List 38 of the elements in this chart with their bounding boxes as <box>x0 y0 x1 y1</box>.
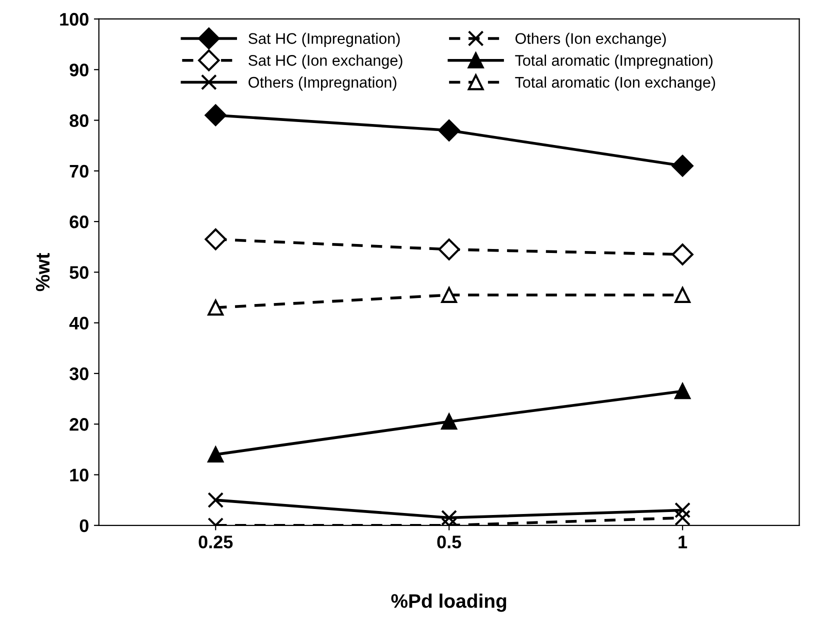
point <box>208 300 224 316</box>
y-tick-label: 40 <box>69 316 88 330</box>
point <box>674 286 691 303</box>
x-axis-title: %Pd loading <box>391 594 506 612</box>
legend-label: Others (Ion exchange) <box>515 32 666 47</box>
y-tick-label: 0 <box>80 519 88 532</box>
y-tick-label: 70 <box>70 164 88 178</box>
y-axis-title: %wt <box>36 252 50 292</box>
y-tick-label: 90 <box>70 64 88 76</box>
point <box>204 104 226 126</box>
point <box>204 228 226 250</box>
y-tick-label: 60 <box>70 215 88 228</box>
x-tick-label: 1 <box>678 536 688 548</box>
y-tick-label: 80 <box>70 114 88 127</box>
x-tick-label: 0.25 <box>198 536 233 548</box>
point <box>441 510 458 526</box>
y-tick-label: 50 <box>70 266 88 279</box>
point <box>208 446 224 462</box>
y-tick-label: 20 <box>70 418 88 431</box>
point <box>672 244 694 266</box>
point <box>441 414 458 430</box>
legend-label: Sat HC (Ion exchange) <box>248 54 402 69</box>
y-tick-label: 100 <box>60 12 88 26</box>
legend-label: Total aromatic (Impregnation) <box>515 54 713 69</box>
point <box>208 492 224 508</box>
x-tick-label: 0.5 <box>437 536 462 548</box>
y-tick-label: 10 <box>70 468 88 482</box>
legend-label: Others (Impregnation) <box>248 76 396 91</box>
point <box>441 286 458 303</box>
point <box>674 383 691 400</box>
point <box>438 120 460 142</box>
point <box>674 510 691 526</box>
legend-label: Total aromatic (Ion exchange) <box>515 76 716 91</box>
point <box>438 238 460 260</box>
y-tick-label: 30 <box>69 367 88 380</box>
point <box>672 154 694 177</box>
point <box>674 502 691 518</box>
legend-label: Sat HC (Impregnation) <box>248 32 400 47</box>
